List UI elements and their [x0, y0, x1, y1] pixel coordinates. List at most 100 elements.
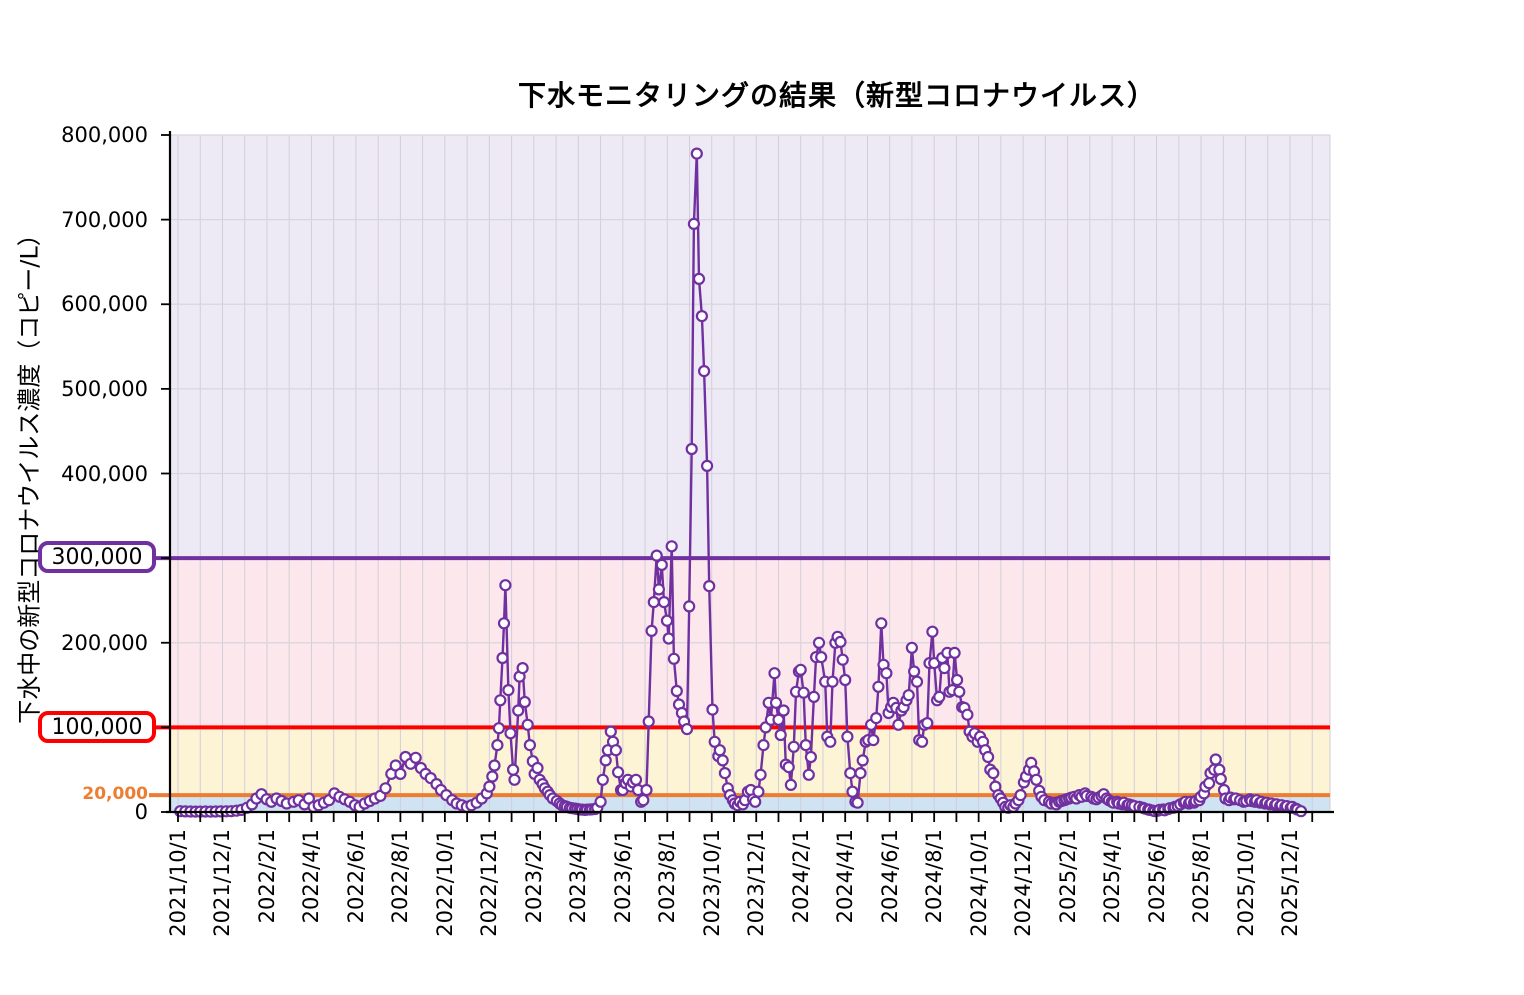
data-point-marker: [394, 767, 407, 781]
data-point-marker: [987, 766, 1000, 780]
data-point-marker: [494, 694, 507, 707]
data-point-marker: [640, 783, 653, 797]
data-point-marker: [856, 754, 869, 767]
data-point-marker: [652, 583, 666, 596]
data-point-marker: [851, 796, 864, 809]
data-point-marker: [504, 727, 517, 740]
threshold-20k-label: 20,000: [82, 784, 148, 804]
data-point-marker: [846, 785, 859, 798]
data-point-marker: [772, 713, 785, 726]
data-point-marker: [609, 744, 623, 757]
data-point-marker: [905, 641, 919, 654]
data-point-marker: [683, 600, 696, 613]
data-point-marker: [409, 751, 422, 764]
data-point-marker: [660, 614, 674, 627]
data-point-marker: [680, 722, 694, 736]
data-point-marker: [872, 680, 885, 693]
data-point-marker: [650, 549, 663, 562]
data-point-marker: [782, 760, 795, 774]
data-point-marker: [774, 728, 787, 742]
data-point-marker: [713, 744, 726, 757]
threshold-100k-label: 100,000: [51, 714, 143, 740]
data-point-marker: [708, 735, 721, 748]
data-point-marker: [910, 675, 924, 688]
data-point-marker: [1030, 773, 1043, 786]
data-point-marker: [670, 684, 683, 698]
data-point-marker: [667, 652, 681, 665]
data-point-marker: [807, 690, 821, 704]
data-point-marker: [1209, 753, 1222, 766]
data-point-marker: [596, 773, 609, 786]
y-axis-title: 下水中の新型コロナウイルス濃度（コピー/L）: [15, 222, 44, 724]
data-point-marker: [695, 310, 709, 323]
data-point-marker: [496, 651, 509, 665]
data-point-marker: [787, 740, 800, 753]
data-point-marker: [645, 624, 658, 638]
data-point-marker: [1202, 777, 1216, 790]
data-point-marker: [754, 768, 767, 781]
data-point-marker: [867, 733, 880, 747]
data-point-marker: [812, 636, 826, 649]
data-point-marker: [492, 722, 505, 735]
data-point-marker: [915, 735, 929, 748]
data-point-marker: [815, 650, 828, 664]
data-point-marker: [718, 766, 732, 780]
data-point-marker: [662, 632, 675, 645]
data-point-marker: [802, 768, 815, 781]
data-point-marker: [687, 217, 701, 230]
data-point-marker: [768, 667, 781, 680]
data-point-marker: [706, 703, 719, 716]
data-point-marker: [834, 635, 847, 649]
data-point-marker: [938, 661, 951, 675]
band-20k-100k: [170, 727, 1330, 796]
data-point-marker: [521, 718, 534, 731]
data-point-marker: [824, 735, 837, 748]
data-point-marker: [665, 540, 678, 553]
data-point-marker: [502, 683, 515, 697]
threshold-300k-label: 300,000: [51, 544, 143, 570]
data-point-marker: [379, 782, 392, 795]
data-point-marker: [531, 761, 544, 775]
data-point-marker: [826, 675, 839, 688]
threshold-box-300k: 300,000: [38, 541, 156, 573]
data-point-marker: [629, 773, 643, 786]
data-point-marker: [777, 704, 790, 717]
data-point-marker: [655, 558, 668, 572]
data-point-marker: [769, 696, 783, 709]
data-point-marker: [784, 778, 798, 792]
data-point-marker: [797, 686, 810, 699]
data-point-marker: [594, 795, 607, 808]
data-point-marker: [1014, 788, 1027, 802]
data-point-marker: [486, 770, 499, 783]
data-point-marker: [921, 716, 934, 730]
data-point-marker: [523, 738, 537, 752]
data-point-marker: [950, 673, 964, 687]
data-point-marker: [642, 715, 655, 728]
data-point-marker: [604, 725, 617, 738]
data-point-marker: [700, 459, 714, 472]
data-point-marker: [907, 665, 921, 678]
data-point-marker: [516, 661, 529, 675]
data-point-marker: [933, 690, 946, 704]
data-point-marker: [692, 272, 706, 285]
data-point-marker: [799, 738, 812, 752]
data-point-marker: [657, 595, 671, 609]
data-point-marker: [697, 365, 711, 378]
data-point-marker: [794, 663, 807, 676]
data-point-marker: [948, 646, 961, 660]
data-point-marker: [599, 754, 612, 767]
data-point-marker: [499, 579, 512, 592]
data-point-marker: [512, 704, 525, 717]
data-point-marker: [844, 766, 857, 780]
data-point-marker: [961, 708, 974, 721]
data-point-marker: [518, 695, 531, 709]
data-point-marker: [483, 780, 496, 793]
data-point-marker: [506, 763, 520, 776]
data-point-marker: [875, 617, 888, 630]
data-point-marker: [804, 750, 818, 764]
data-point-marker: [870, 711, 883, 725]
data-point-marker: [690, 147, 703, 160]
data-point-marker: [752, 785, 765, 798]
data-point-marker: [716, 754, 729, 767]
